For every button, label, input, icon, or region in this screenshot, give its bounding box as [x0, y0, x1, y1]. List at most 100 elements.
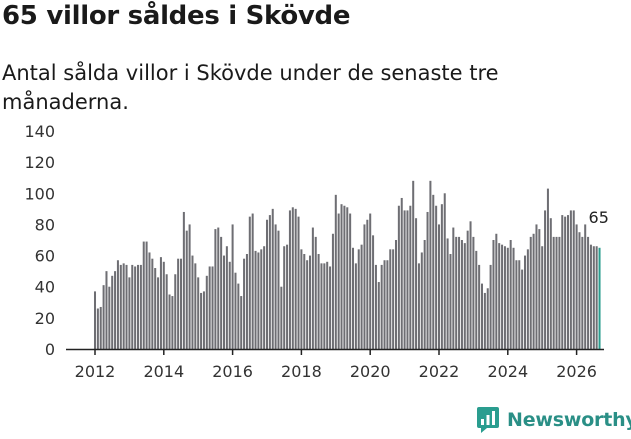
bar	[360, 244, 363, 349]
bar	[429, 180, 432, 349]
bar	[200, 292, 203, 349]
bar	[523, 255, 527, 349]
bar	[263, 246, 266, 349]
bar	[185, 230, 188, 349]
bar	[205, 275, 208, 349]
last-value-label: 65	[589, 208, 609, 227]
bar	[592, 246, 595, 349]
bar	[397, 205, 400, 349]
bar	[403, 210, 406, 349]
bar	[515, 260, 518, 349]
bar	[544, 210, 547, 349]
x-tick-label: 2022	[419, 362, 460, 381]
x-tick-label: 2016	[212, 362, 253, 381]
bar	[587, 236, 590, 349]
bar	[369, 213, 372, 349]
bar	[426, 211, 429, 349]
bar	[329, 266, 332, 349]
bar	[119, 264, 122, 349]
bar	[93, 291, 97, 349]
bar	[552, 236, 555, 349]
bar	[274, 224, 277, 349]
newsworthy-logo-icon	[477, 407, 499, 433]
bar	[260, 249, 263, 349]
bar	[412, 180, 415, 349]
bar	[240, 296, 243, 349]
bar	[122, 263, 125, 349]
bar	[188, 224, 191, 349]
bar	[589, 244, 592, 349]
bar	[443, 193, 446, 349]
bar	[99, 306, 102, 349]
bar	[463, 243, 466, 349]
bar	[469, 221, 472, 349]
bar	[294, 208, 297, 349]
bar	[595, 246, 598, 349]
bar	[220, 236, 223, 349]
bar	[366, 219, 369, 349]
bar	[458, 236, 461, 349]
y-tick-label: 120	[24, 153, 55, 172]
x-tick-label: 2018	[281, 362, 322, 381]
bar	[154, 268, 157, 349]
x-tick-label: 2026	[556, 362, 597, 381]
y-tick-label: 140	[24, 122, 55, 141]
x-tick-label: 2014	[143, 362, 184, 381]
bar	[503, 246, 506, 349]
bar	[564, 216, 567, 349]
bar	[389, 249, 392, 349]
bar	[432, 194, 435, 349]
bar	[102, 285, 105, 349]
bar	[268, 215, 271, 349]
bar	[165, 274, 168, 349]
brand-name: Newsworthy	[507, 409, 631, 431]
chart-subtitle: Antal sålda villor i Skövde under de sen…	[2, 61, 499, 114]
bar	[340, 204, 343, 349]
bar	[202, 291, 205, 349]
bar	[455, 236, 458, 349]
y-tick-label: 20	[35, 309, 55, 328]
bar	[374, 264, 377, 349]
bar	[581, 236, 584, 349]
bar	[506, 247, 509, 349]
bar	[174, 274, 177, 349]
bar	[435, 205, 438, 349]
bar	[116, 260, 119, 349]
bar	[529, 236, 532, 349]
y-tick-label: 0	[45, 340, 55, 359]
bar	[472, 236, 475, 349]
bar	[134, 266, 137, 349]
bar	[280, 286, 283, 349]
bar	[354, 263, 357, 349]
bar	[561, 215, 564, 349]
bar-highlight	[598, 247, 601, 349]
bar	[386, 260, 389, 349]
bar	[518, 260, 521, 349]
bar	[171, 296, 174, 349]
bar	[349, 213, 352, 349]
bar	[222, 255, 226, 349]
bar	[489, 264, 492, 349]
bar	[569, 210, 572, 349]
bar	[248, 216, 251, 349]
bar	[142, 241, 145, 349]
bar	[162, 261, 165, 349]
newsworthy-logo: Newsworthy	[476, 406, 631, 434]
bar	[231, 224, 234, 349]
bar	[480, 283, 484, 349]
bar	[251, 213, 254, 349]
bar	[148, 252, 151, 349]
bar	[191, 255, 194, 349]
bar	[257, 252, 260, 349]
bar	[111, 275, 114, 349]
bar	[446, 238, 449, 349]
bar	[286, 244, 289, 349]
bar	[214, 229, 217, 349]
bar	[136, 264, 140, 349]
bar	[254, 250, 257, 349]
bar	[549, 218, 552, 349]
bar	[168, 294, 171, 349]
bar	[452, 227, 455, 349]
bar	[538, 229, 541, 349]
